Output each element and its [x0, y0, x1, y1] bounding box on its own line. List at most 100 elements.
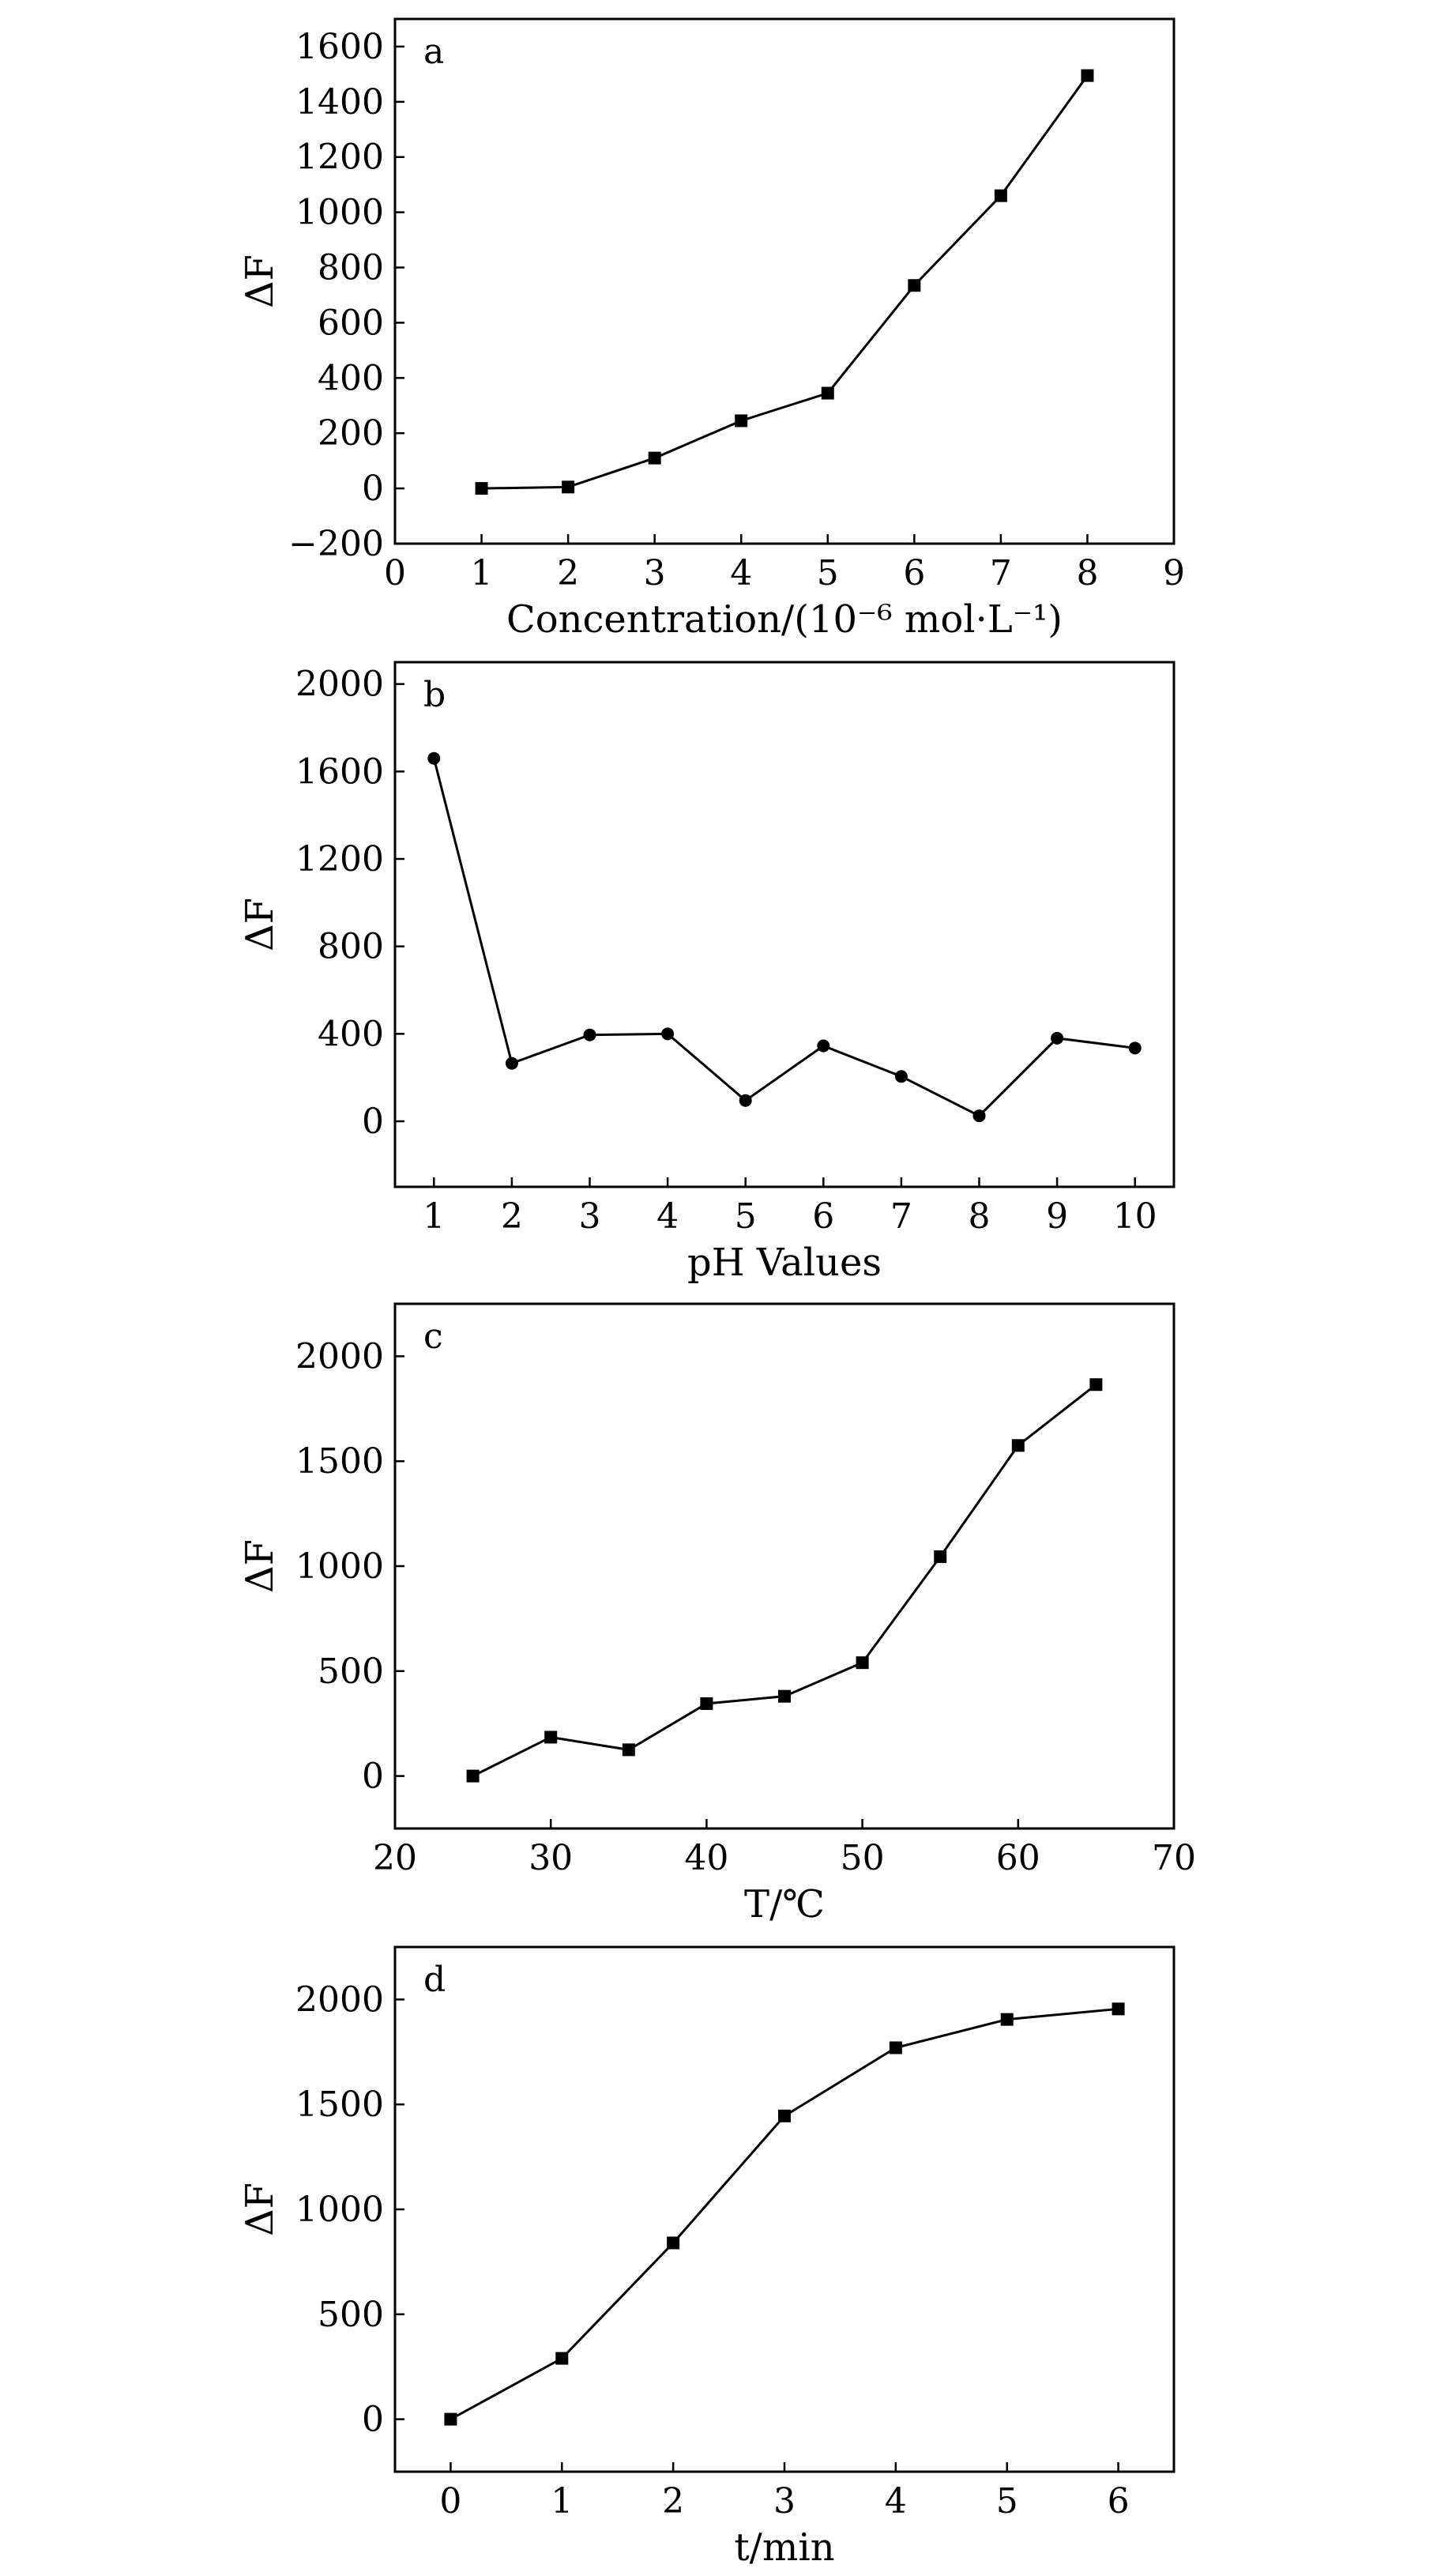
x-axis-label: T/℃: [744, 1882, 825, 1926]
data-point: [466, 1769, 480, 1783]
data-point: [505, 1056, 518, 1070]
x-tick-label: 4: [730, 553, 752, 593]
x-tick-label: 8: [1076, 553, 1098, 593]
x-tick-label: 5: [996, 2481, 1018, 2521]
data-point: [667, 2236, 680, 2250]
y-tick-label: 1200: [295, 839, 384, 879]
data-point: [735, 414, 748, 427]
chart-panel-b: b 1 2 3 4 5 6 7 8 9 10 0 400 800 1200 1600 2000 pH Values…: [238, 661, 1176, 1285]
x-tick-label: 40: [684, 1838, 728, 1878]
x-tick-label: 20: [373, 1838, 417, 1878]
data-point: [1051, 1031, 1064, 1045]
x-tick-label: 1: [471, 553, 493, 593]
y-tick-label: 0: [362, 2400, 384, 2440]
data-point: [856, 1656, 869, 1670]
y-tick-label: 1500: [295, 2085, 384, 2125]
plot-frame: [393, 661, 1176, 1188]
y-tick-label: 1000: [295, 193, 384, 233]
y-tick-label: 500: [318, 1651, 384, 1692]
y-tick-label: 1600: [295, 751, 384, 792]
series-line: [472, 1384, 1097, 1777]
data-point: [562, 480, 575, 494]
x-tick-label: 3: [773, 2481, 796, 2521]
x-tick-label: 8: [969, 1196, 991, 1237]
x-axis-label: Concentration/(10⁻⁶ mol·L⁻¹): [506, 597, 1063, 642]
panel-letter: a: [423, 32, 444, 72]
x-tick-label: 1: [551, 2481, 573, 2521]
data-point: [821, 386, 834, 400]
data-point: [1000, 2013, 1014, 2026]
data-point: [908, 279, 921, 292]
x-tick-label: 6: [903, 553, 925, 593]
x-tick-label: 7: [890, 1196, 912, 1237]
x-tick-label: 70: [1152, 1838, 1196, 1878]
x-tick-label: 5: [817, 553, 839, 593]
x-tick-label: 30: [529, 1838, 573, 1878]
x-tick-label: 0: [439, 2481, 461, 2521]
x-tick-label: 2: [501, 1196, 523, 1237]
y-tick-label: 2000: [295, 665, 384, 705]
data-point: [1128, 1041, 1142, 1055]
x-tick-label: 9: [1163, 553, 1185, 593]
data-point: [661, 1027, 675, 1041]
y-axis-label: ΔF: [238, 254, 282, 308]
data-point: [972, 1109, 986, 1123]
y-tick-label: 200: [318, 413, 384, 454]
chart-panel-d: d 0 1 2 3 4 5 6 0 500 1000 1500 2000 t/min ΔF: [238, 1945, 1176, 2570]
y-tick-label: 2000: [295, 1336, 384, 1377]
data-point: [1089, 1378, 1103, 1392]
panel-letter: d: [423, 1960, 446, 2000]
plot-frame: [393, 1945, 1176, 2473]
data-point: [475, 482, 488, 495]
x-tick-label: 10: [1113, 1196, 1157, 1237]
x-tick-label: 6: [812, 1196, 834, 1237]
data-point: [583, 1028, 596, 1041]
plot-frame: [393, 17, 1176, 545]
y-tick-label: 400: [318, 358, 384, 398]
data-point: [739, 1094, 752, 1107]
y-tick-label: 2000: [295, 1979, 384, 2020]
x-axis-label: t/min: [734, 2525, 834, 2570]
y-tick-label: 600: [318, 303, 384, 343]
y-tick-label: 500: [318, 2295, 384, 2335]
y-tick-label: −200: [288, 524, 384, 564]
plot-frame: [393, 1302, 1176, 1830]
data-point: [817, 1039, 830, 1053]
y-tick-label: 1200: [295, 137, 384, 178]
x-tick-label: 4: [656, 1196, 679, 1237]
x-tick-label: 1: [423, 1196, 445, 1237]
series-line: [432, 758, 1135, 1117]
x-tick-label: 50: [841, 1838, 885, 1878]
x-tick-label: 6: [1108, 2481, 1130, 2521]
x-tick-label: 2: [557, 553, 579, 593]
x-tick-label: 60: [996, 1838, 1040, 1878]
y-axis-label: ΔF: [238, 2182, 282, 2236]
y-tick-label: 400: [318, 1014, 384, 1054]
data-point: [427, 751, 441, 765]
y-tick-label: 1400: [295, 82, 384, 122]
x-tick-label: 3: [579, 1196, 601, 1237]
data-point: [934, 1550, 947, 1564]
data-point: [622, 1743, 635, 1757]
data-point: [778, 1689, 791, 1703]
data-point: [994, 189, 1007, 202]
x-tick-label: 5: [735, 1196, 757, 1237]
y-tick-label: 800: [318, 248, 384, 288]
y-tick-label: 1000: [295, 1546, 384, 1587]
data-point: [1112, 2002, 1125, 2016]
x-tick-label: 7: [990, 553, 1012, 593]
y-tick-label: 0: [362, 469, 384, 509]
panel-letter: c: [423, 1316, 443, 1357]
y-tick-label: 0: [362, 1757, 384, 1797]
y-tick-label: 800: [318, 927, 384, 967]
data-point: [889, 2041, 902, 2054]
y-axis-label: ΔF: [238, 898, 282, 951]
series-line: [450, 2007, 1119, 2420]
series-line: [481, 74, 1089, 490]
data-point: [648, 451, 661, 465]
chart-panel-a: a0 1 2 3 4 5 6 7 8 9−2000200400600800100012001400…: [238, 17, 1185, 642]
data-point: [894, 1070, 908, 1083]
y-tick-label: 0: [362, 1102, 384, 1142]
chart-panel-c: c 20 30 40 50 60 70 0 500 1000 1500 2000 T/℃ ΔF: [238, 1302, 1196, 1926]
